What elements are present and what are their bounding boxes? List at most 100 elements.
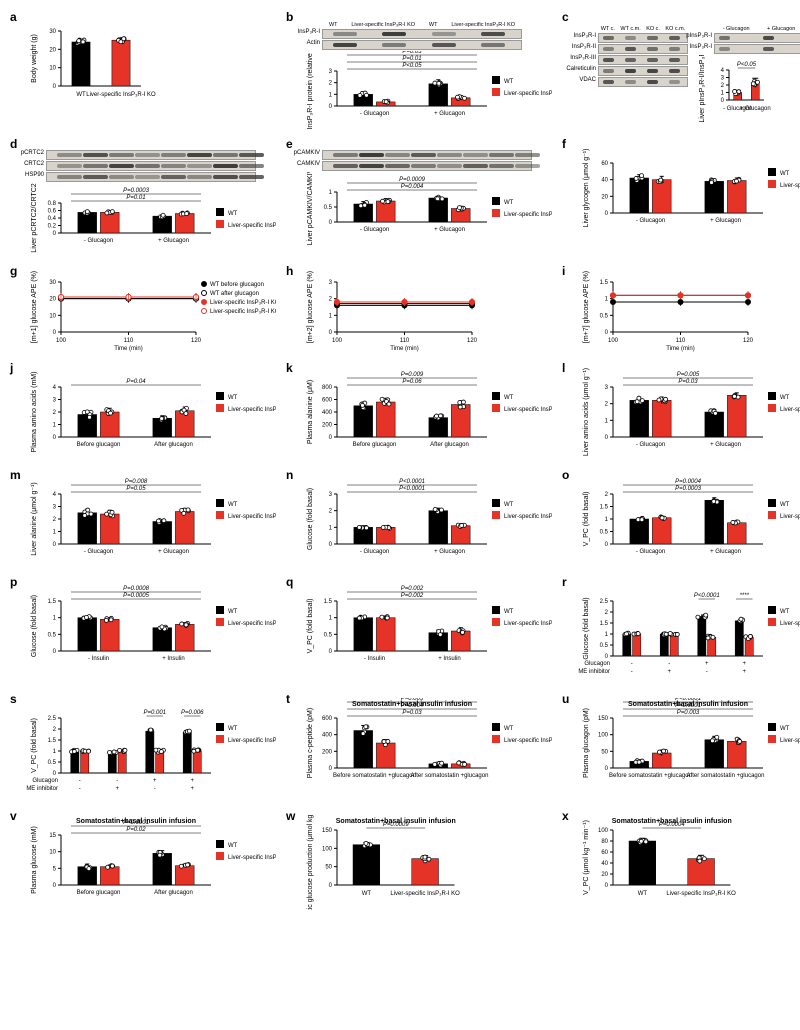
svg-text:- Glucagon: - Glucagon (636, 218, 665, 224)
svg-text:10: 10 (49, 313, 56, 319)
svg-text:+ Glucagon: + Glucagon (434, 227, 465, 233)
svg-text:-: - (631, 669, 633, 675)
svg-text:0: 0 (329, 883, 333, 889)
svg-text:60: 60 (601, 161, 608, 167)
svg-text:40: 40 (601, 861, 608, 867)
svg-text:0: 0 (53, 84, 57, 90)
svg-text:Liver-specific InsP₃R-I KO: Liver-specific InsP₃R-I KO (780, 621, 800, 627)
svg-text:0: 0 (605, 766, 609, 772)
svg-text:-: - (631, 661, 633, 667)
svg-text:P=0.002: P=0.002 (401, 593, 424, 599)
svg-text:1: 1 (53, 616, 57, 622)
panel-label: b (286, 10, 293, 24)
svg-text:3: 3 (605, 385, 609, 391)
svg-text:- Insulin: - Insulin (88, 656, 109, 662)
svg-text:20: 20 (601, 194, 608, 200)
svg-text:4: 4 (53, 385, 57, 391)
svg-text:20: 20 (601, 872, 608, 878)
svg-text:20: 20 (49, 47, 56, 53)
svg-text:Liver-specific InsP₃R-I KO: Liver-specific InsP₃R-I KO (504, 407, 552, 413)
svg-text:Glucose (fold basal): Glucose (fold basal) (583, 597, 590, 659)
chart-r: 00.511.522.5Glucose (fold basal)---++-++… (578, 581, 800, 686)
svg-text:0: 0 (53, 542, 57, 548)
svg-text:110: 110 (676, 338, 686, 344)
panel-x: x020406080100V_PC (μmol kg⁻¹ min⁻¹)Somat… (562, 809, 800, 912)
svg-text:100: 100 (332, 338, 343, 344)
panel-label: m (10, 468, 21, 482)
svg-text:0.5: 0.5 (48, 760, 57, 766)
svg-text:100: 100 (322, 846, 333, 852)
svg-text:0: 0 (329, 766, 333, 772)
panel-label: r (562, 575, 567, 589)
svg-text:P<0.0001: P<0.0001 (675, 698, 701, 702)
svg-text:15: 15 (49, 833, 56, 839)
chart-c: WT c.WT c.m.KO c.KO c.m.InsP₃R-IInsP₃R-I… (578, 16, 800, 125)
svg-text:P=0.01: P=0.01 (126, 195, 145, 201)
svg-text:0: 0 (53, 231, 57, 237)
svg-text:P=0.004: P=0.004 (401, 184, 424, 190)
chart-n: 0123Glucose (fold basal)- Glucagon+ Gluc… (302, 474, 552, 569)
svg-text:-: - (154, 786, 156, 792)
svg-text:P=0.008: P=0.008 (125, 479, 148, 485)
svg-text:1: 1 (721, 91, 725, 97)
svg-text:P=0.0009: P=0.0009 (383, 822, 410, 828)
svg-text:[m+2] glucose APE (%): [m+2] glucose APE (%) (307, 271, 314, 343)
svg-text:2: 2 (53, 517, 57, 523)
svg-text:V_PC (fold basal): V_PC (fold basal) (31, 718, 38, 773)
panel-e: epCAMKIVCAMKIV00.51Liver pCAMKIV/CAMKIV-… (286, 137, 554, 260)
panel-b: bWTLiver-specific InsP₃R-I KOWTLiver-spe… (286, 10, 554, 133)
svg-text:60: 60 (601, 850, 608, 856)
svg-text:0.6: 0.6 (48, 209, 57, 215)
svg-text:Glucose (fold basal): Glucose (fold basal) (307, 488, 314, 550)
panel-label: k (286, 361, 293, 375)
panel-t: t0200400600Plasma c-peptide (pM)Somatost… (286, 692, 554, 805)
svg-text:Liver-specific InsP₃R-I KO: Liver-specific InsP₃R-I KO (504, 738, 552, 744)
svg-text:V_PC (fold basal): V_PC (fold basal) (307, 599, 314, 654)
panel-label: g (10, 264, 17, 278)
svg-text:20: 20 (49, 297, 56, 303)
svg-text:WT: WT (504, 200, 514, 206)
svg-text:WT: WT (504, 609, 514, 615)
svg-text:Plasma c-peptide (pM): Plasma c-peptide (pM) (307, 708, 314, 778)
svg-text:+: + (153, 778, 157, 784)
panel-label: w (286, 809, 295, 823)
panel-label: s (10, 692, 17, 706)
svg-text:+ Insulin: + Insulin (162, 656, 185, 662)
svg-text:+ Glucagon: + Glucagon (710, 442, 741, 448)
svg-text:P=0.06: P=0.06 (402, 379, 422, 385)
panel-d: dpCRTC2CRTC2HSP9000.20.40.60.8Liver pCRT… (10, 137, 278, 260)
svg-text:- Glucagon: - Glucagon (636, 549, 665, 555)
svg-text:V_PC (μmol kg⁻¹ min⁻¹): V_PC (μmol kg⁻¹ min⁻¹) (583, 820, 590, 895)
chart-k: 0200400600800Plasma alanine (μM)Before g… (302, 367, 552, 462)
svg-text:0: 0 (721, 98, 725, 104)
panel-label: t (286, 692, 290, 706)
svg-text:P<0.0001: P<0.0001 (123, 820, 149, 826)
svg-text:Liver-specific InsP₃R-I KO: Liver-specific InsP₃R-I KO (86, 92, 156, 98)
panel-a: a0102030Body weight (g)WTLiver-specific … (10, 10, 278, 133)
chart-t: 0200400600Plasma c-peptide (pM)Somatosta… (302, 698, 552, 793)
svg-text:P=0.0004: P=0.0004 (659, 822, 686, 828)
svg-text:1.5: 1.5 (600, 621, 609, 627)
svg-text:P=0.0008: P=0.0008 (123, 586, 150, 592)
panel-label: e (286, 137, 293, 151)
panel-r: r00.511.522.5Glucose (fold basal)---++-+… (562, 575, 800, 688)
panel-label: f (562, 137, 566, 151)
svg-text:WT: WT (780, 609, 790, 615)
chart-o: 00.511.52V_PC (fold basal)- Glucagon+ Gl… (578, 474, 800, 569)
svg-text:0: 0 (605, 435, 609, 441)
svg-text:2: 2 (605, 610, 609, 616)
svg-text:P=0.009: P=0.009 (401, 372, 424, 378)
panel-c: cWT c.WT c.m.KO c.KO c.m.InsP₃R-IInsP₃R-… (562, 10, 800, 133)
svg-text:WT: WT (228, 502, 238, 508)
svg-text:Plasma glucose (mM): Plasma glucose (mM) (31, 826, 38, 894)
svg-text:Liver-specific InsP₃R-I KO: Liver-specific InsP₃R-I KO (504, 212, 552, 218)
svg-text:0: 0 (53, 883, 57, 889)
svg-text:80: 80 (601, 839, 608, 845)
svg-text:P=0.001: P=0.001 (143, 710, 166, 716)
svg-text:1: 1 (53, 530, 57, 536)
svg-text:Before glucagon: Before glucagon (77, 890, 121, 896)
svg-text:0.5: 0.5 (324, 632, 333, 638)
svg-text:- Glucagon: - Glucagon (84, 549, 113, 555)
svg-text:V_PC (fold basal): V_PC (fold basal) (583, 492, 590, 547)
svg-text:0.5: 0.5 (600, 313, 609, 319)
